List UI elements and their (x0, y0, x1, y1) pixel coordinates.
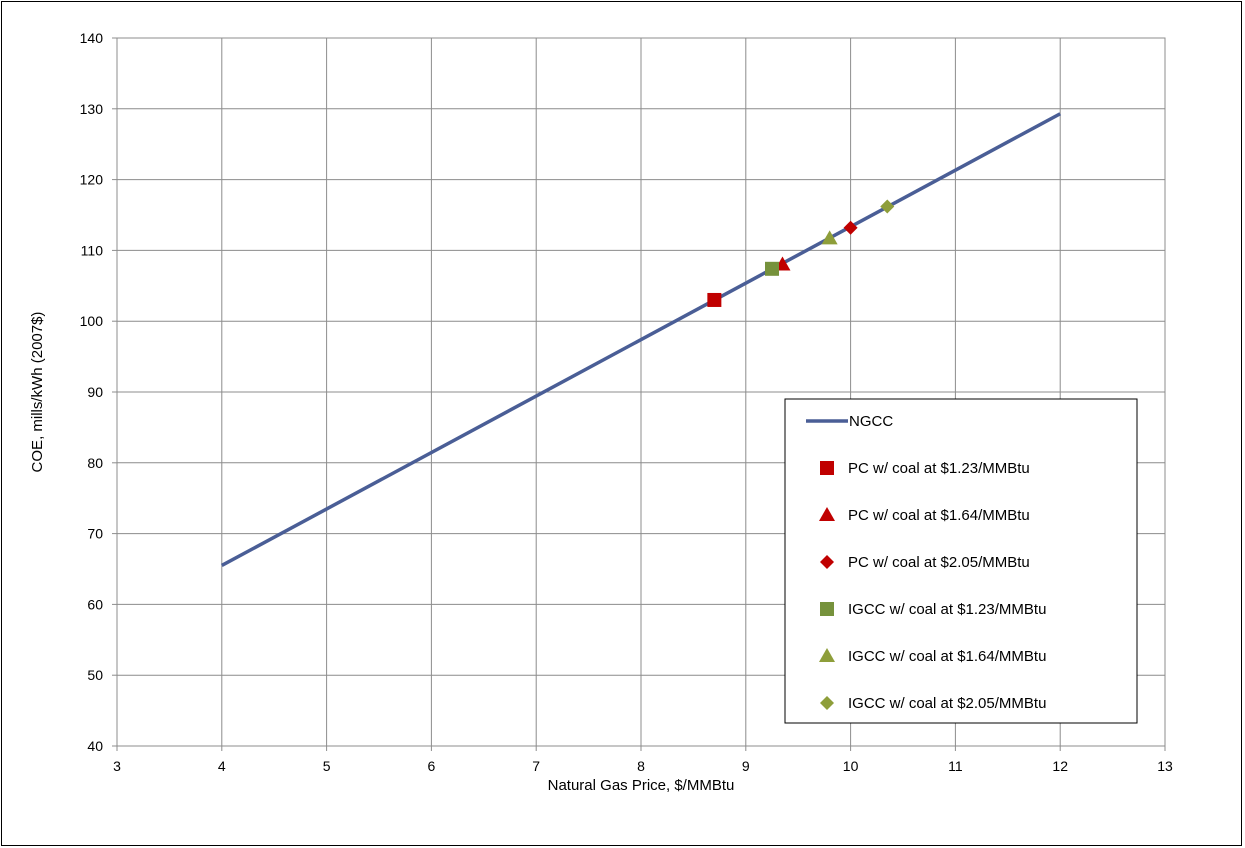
x-tick-label: 12 (1052, 758, 1068, 774)
legend-swatch-6 (820, 696, 834, 710)
series-line-ngcc (220, 112, 1062, 568)
x-tick-label: 9 (742, 758, 750, 774)
x-tick-label: 7 (532, 758, 540, 774)
y-tick-label: 110 (81, 242, 104, 258)
x-tick-label: 13 (1157, 758, 1173, 774)
tick-labels: 3 4 5 6 7 8 9 10 11 12 13 40 50 60 70 80 90 100 110 120 130 1… (80, 30, 1173, 774)
x-tick-label: 8 (637, 758, 645, 774)
legend-label-5: IGCC w/ coal at $1.64/MMBtu (848, 648, 1046, 665)
legend-swatch-1 (820, 461, 834, 475)
x-tick-label: 11 (948, 758, 963, 774)
y-tick-label: 70 (87, 526, 103, 542)
legend-label-4: IGCC w/ coal at $1.23/MMBtu (848, 601, 1046, 618)
axes (112, 37, 1166, 751)
x-tick-label: 5 (323, 758, 331, 774)
y-tick-label: 120 (80, 172, 104, 188)
x-axis-title: Natural Gas Price, $/MMBtu (548, 777, 735, 794)
data-marks (220, 112, 1062, 568)
y-tick-label: 90 (87, 384, 103, 400)
data-point-4 (765, 261, 779, 276)
y-tick-label: 140 (80, 30, 104, 46)
legend-label-3: PC w/ coal at $2.05/MMBtu (848, 554, 1030, 571)
legend-swatch-4 (820, 602, 834, 616)
legend-label-0: NGCC (849, 413, 893, 430)
legend-label-6: IGCC w/ coal at $2.05/MMBtu (848, 695, 1046, 712)
x-tick-label: 10 (843, 758, 859, 774)
legend: NGCC PC w/ coal at $1.23/MMBtu PC w/ coal … (784, 398, 1138, 724)
data-point-3 (843, 220, 858, 235)
data-point-1 (707, 292, 722, 307)
legend-swatch-2 (819, 507, 835, 521)
legend-label-1: PC w/ coal at $1.23/MMBtu (848, 460, 1030, 477)
y-axis-title: COE, mills/kWh (2007$) (29, 312, 46, 473)
y-tick-label: 60 (87, 596, 103, 612)
legend-swatch-5 (819, 648, 835, 662)
y-tick-label: 50 (87, 667, 103, 683)
plot-border (116, 37, 1166, 747)
data-point-5 (821, 230, 838, 245)
x-tick-label: 6 (428, 758, 436, 774)
x-tick-label: 3 (113, 758, 121, 774)
y-tick-label: 80 (87, 455, 103, 471)
data-point-6 (880, 199, 895, 214)
x-tick-label: 4 (218, 758, 226, 774)
y-tick-label: 100 (80, 313, 104, 329)
legend-label-2: PC w/ coal at $1.64/MMBtu (848, 507, 1030, 524)
legend-box (784, 398, 1138, 724)
legend-swatch-3 (820, 555, 834, 569)
y-tick-label: 130 (80, 101, 104, 117)
y-tick-label: 40 (87, 738, 103, 754)
